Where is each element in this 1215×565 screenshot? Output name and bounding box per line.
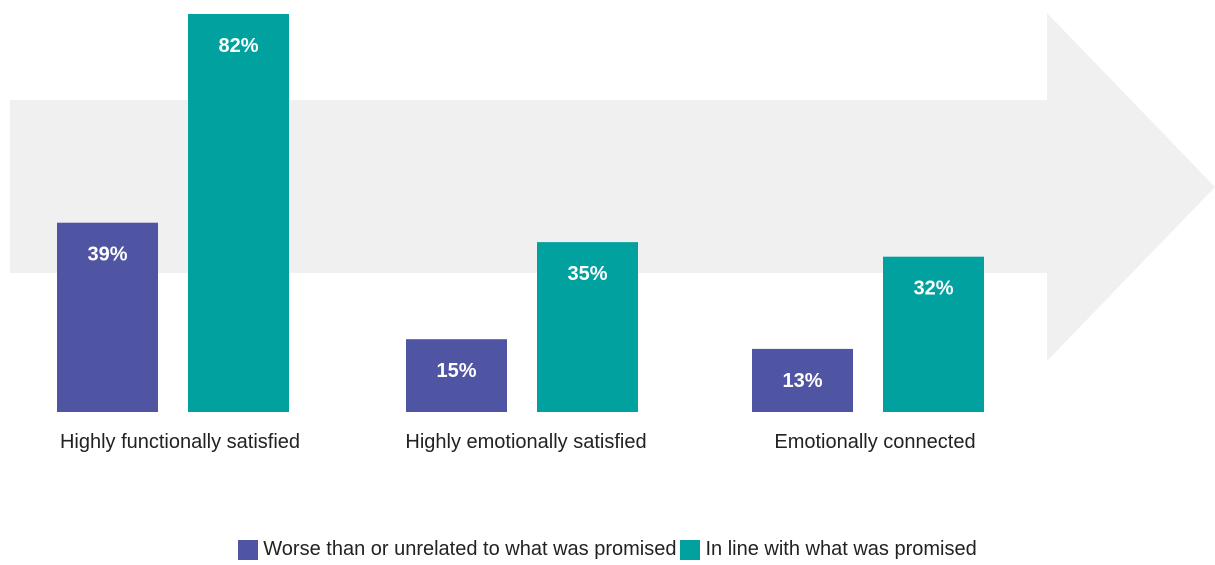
bar-in-line-0	[188, 14, 289, 412]
background-arrow	[10, 13, 1215, 361]
category-label-2: Emotionally connected	[774, 431, 975, 453]
legend: Worse than or unrelated to what was prom…	[0, 538, 1215, 561]
legend-label-worse: Worse than or unrelated to what was prom…	[263, 538, 677, 560]
bar-value-label-worse-0: 39%	[87, 244, 127, 266]
bar-value-label-in-line-1: 35%	[567, 263, 607, 285]
bar-value-label-in-line-2: 32%	[913, 278, 953, 300]
legend-swatch-worse	[238, 539, 259, 560]
category-label-0: Highly functionally satisfied	[60, 431, 300, 453]
legend-item-in-line: In line with what was promised	[680, 538, 977, 561]
bar-chart: 39% 82% 15% 35% 13% 32% Highly functionally s…	[10, 13, 1215, 453]
category-labels-layer: Highly functionally satisfied Highly emot…	[60, 431, 976, 453]
bar-value-label-in-line-0: 82%	[218, 35, 258, 57]
legend-item-worse: Worse than or unrelated to what was prom…	[238, 538, 676, 561]
bar-worse-2	[752, 348, 853, 412]
bar-in-line-2	[883, 256, 984, 412]
bar-worse-0	[57, 222, 158, 412]
bar-value-label-worse-2: 13%	[782, 370, 822, 392]
bar-value-label-worse-1: 15%	[436, 360, 476, 382]
legend-swatch-in-line	[680, 539, 701, 560]
category-label-1: Highly emotionally satisfied	[405, 431, 646, 453]
bar-worse-1	[406, 339, 507, 412]
bar-in-line-1	[537, 242, 638, 412]
legend-label-in-line: In line with what was promised	[705, 538, 977, 560]
bars-layer: 39% 82% 15% 35% 13% 32%	[57, 14, 984, 412]
